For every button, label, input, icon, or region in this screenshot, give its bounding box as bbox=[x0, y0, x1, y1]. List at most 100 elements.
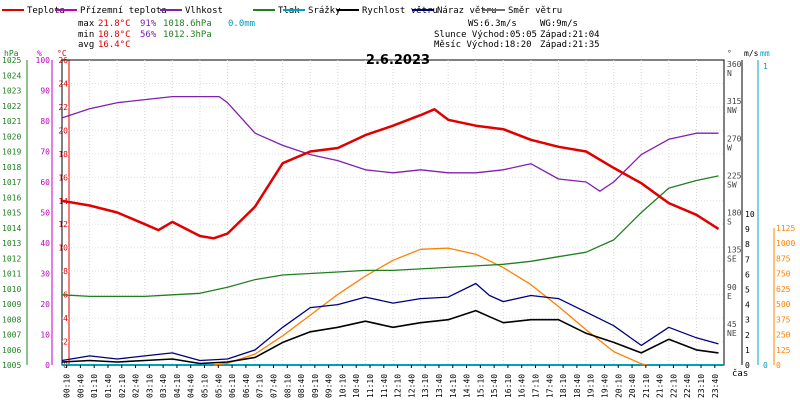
stat-max-press: 1018.6hPa bbox=[163, 19, 212, 29]
wm2-tick-label: 625 bbox=[776, 285, 791, 294]
x-tick-label: 05:40 bbox=[214, 374, 223, 398]
stat-wg: WG:9m/s bbox=[540, 19, 578, 29]
deg-tick-label: 135 bbox=[727, 246, 742, 255]
ms-tick-label: 8 bbox=[745, 240, 750, 249]
x-tick-label: 20:40 bbox=[628, 374, 637, 398]
x-tick-label: 20:10 bbox=[614, 374, 623, 398]
x-tick-label: 19:10 bbox=[587, 374, 596, 398]
hpa-tick-label: 1016 bbox=[2, 193, 21, 202]
axis-unit-label: °C bbox=[57, 49, 67, 58]
x-tick-label: 00:10 bbox=[63, 374, 72, 398]
mm-tick-label: 0 bbox=[763, 361, 768, 370]
hpa-tick-label: 1008 bbox=[2, 315, 21, 324]
x-tick-label: 18:40 bbox=[573, 374, 582, 398]
x-tick-label: 19:40 bbox=[600, 374, 609, 398]
x-tick-label: 14:10 bbox=[449, 374, 458, 398]
dir-tick-label: SW bbox=[727, 180, 737, 189]
dir-tick-label: N bbox=[727, 69, 732, 78]
hpa-tick-label: 1007 bbox=[2, 331, 21, 340]
deg-tick-label: 45 bbox=[727, 320, 737, 329]
legend-label: Vlhkost bbox=[185, 6, 223, 16]
deg-tick-label: 225 bbox=[727, 171, 742, 180]
x-tick-label: 23:10 bbox=[697, 374, 706, 398]
x-tick-label: 01:40 bbox=[104, 374, 113, 398]
stat-min-hum: 56% bbox=[140, 30, 157, 40]
x-tick-label: 02:40 bbox=[132, 374, 141, 398]
stat-min-press: 1012.3hPa bbox=[163, 30, 212, 40]
deg-tick-label: 315 bbox=[727, 97, 742, 106]
ms-tick-label: 0 bbox=[745, 361, 750, 370]
stat-moon: Měsíc Východ:18:20 bbox=[434, 40, 532, 50]
mm-tick-label: 1 bbox=[763, 62, 768, 71]
x-tick-label: 09:10 bbox=[311, 374, 320, 398]
x-tick-label: 17:40 bbox=[545, 374, 554, 398]
x-tick-label: 10:10 bbox=[338, 374, 347, 398]
axis-unit-label: m/s bbox=[744, 49, 759, 58]
hpa-tick-label: 1010 bbox=[2, 285, 21, 294]
x-tick-label: 06:40 bbox=[242, 374, 251, 398]
x-tick-label: 14:40 bbox=[463, 374, 472, 398]
x-tick-label: 03:40 bbox=[159, 374, 168, 398]
x-tick-label: 13:10 bbox=[421, 374, 430, 398]
series-line bbox=[61, 282, 719, 362]
x-tick-label: 07:10 bbox=[256, 374, 265, 398]
x-tick-label: 08:10 bbox=[283, 374, 292, 398]
pct-tick-label: 30 bbox=[40, 270, 50, 279]
left-axes: 1005100610071008100910101011101210131014… bbox=[2, 49, 70, 370]
stat-ws: WS:6.3m/s bbox=[468, 19, 517, 29]
x-tick-label: 07:40 bbox=[269, 374, 278, 398]
stat-sun: Slunce Východ:05:05 bbox=[434, 30, 537, 40]
temp-tick-label: 18 bbox=[58, 150, 68, 159]
series-line bbox=[61, 175, 719, 298]
pct-tick-label: 0 bbox=[45, 361, 50, 370]
stat-moonset: Západ:21:35 bbox=[540, 40, 600, 50]
wm2-tick-label: 500 bbox=[776, 300, 791, 309]
x-tick-label: 22:40 bbox=[683, 374, 692, 398]
temp-tick-label: 16 bbox=[58, 173, 68, 182]
stat-min-label: min bbox=[78, 30, 94, 40]
stat-sunset: Západ:21:04 bbox=[540, 30, 600, 40]
stats-panel: max 21.8°C 91% 1018.6hPa 0.0mm min 10.8°… bbox=[78, 19, 600, 50]
axis-unit-label: mm bbox=[760, 49, 770, 58]
ms-tick-label: 3 bbox=[745, 316, 750, 325]
x-tick-label: 22:10 bbox=[669, 374, 678, 398]
hpa-tick-label: 1023 bbox=[2, 87, 21, 96]
x-axis: 00:10 00:40 01:10 01:40 02:10 02:40 03:10 03:40… bbox=[63, 365, 720, 398]
x-tick-label: 21:10 bbox=[642, 374, 651, 398]
series-line bbox=[213, 247, 647, 366]
hpa-tick-label: 1009 bbox=[2, 300, 21, 309]
x-tick-label: 02:10 bbox=[118, 374, 127, 398]
x-tick-label: 18:10 bbox=[559, 374, 568, 398]
pct-tick-label: 20 bbox=[40, 300, 50, 309]
dir-tick-label: E bbox=[727, 292, 732, 301]
dir-tick-label: S bbox=[727, 218, 732, 227]
ms-tick-label: 10 bbox=[745, 210, 755, 219]
legend-label: Srážky bbox=[308, 6, 341, 16]
stat-avg-temp: 16.4°C bbox=[98, 40, 131, 50]
legend-label: Přízemní teplota bbox=[80, 6, 167, 16]
hpa-tick-label: 1021 bbox=[2, 117, 21, 126]
axis-unit-label: ° bbox=[727, 49, 732, 58]
x-tick-label: 17:10 bbox=[532, 374, 541, 398]
stat-min-temp: 10.8°C bbox=[98, 30, 131, 40]
ms-tick-label: 2 bbox=[745, 331, 750, 340]
pct-tick-label: 10 bbox=[40, 331, 50, 340]
temp-tick-label: 22 bbox=[58, 103, 68, 112]
wm2-tick-label: 375 bbox=[776, 315, 791, 324]
ms-tick-label: 9 bbox=[745, 225, 750, 234]
x-tick-label: 16:10 bbox=[504, 374, 513, 398]
dir-tick-label: NE bbox=[727, 329, 737, 338]
x-tick-label: 11:10 bbox=[366, 374, 375, 398]
stat-max-label: max bbox=[78, 19, 95, 29]
stat-avg-label: avg bbox=[78, 40, 94, 50]
wm2-tick-label: 1000 bbox=[776, 239, 795, 248]
x-tick-label: 13:40 bbox=[435, 374, 444, 398]
grid bbox=[61, 59, 725, 366]
hpa-tick-label: 1019 bbox=[2, 148, 21, 157]
hpa-tick-label: 1024 bbox=[2, 71, 21, 80]
hpa-tick-label: 1005 bbox=[2, 361, 21, 370]
ms-tick-label: 6 bbox=[745, 270, 750, 279]
stat-max-hum: 91% bbox=[140, 19, 157, 29]
